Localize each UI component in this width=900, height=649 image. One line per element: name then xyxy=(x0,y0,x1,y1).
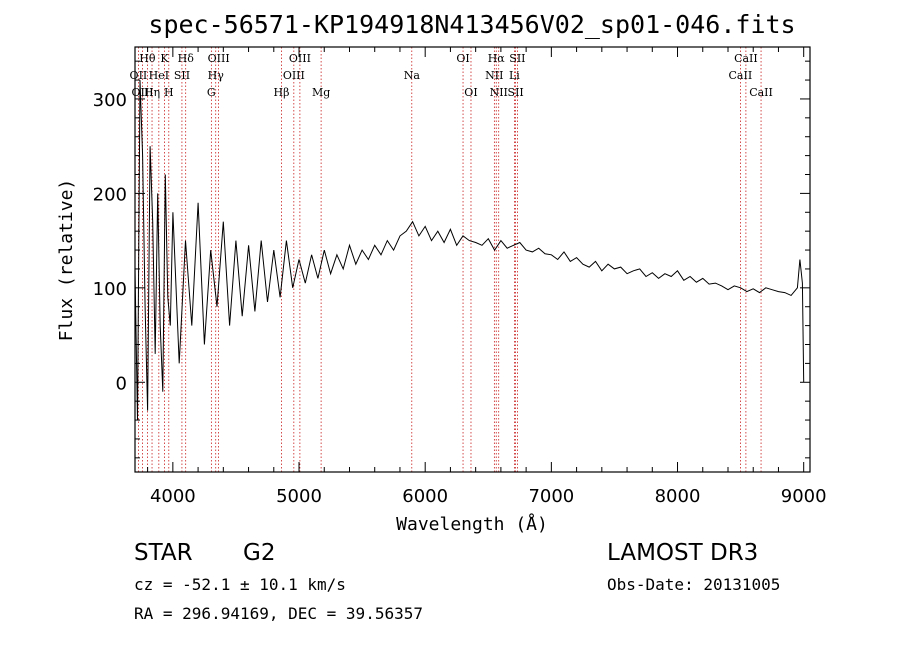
line-label: CaII xyxy=(734,52,758,65)
line-label: OI xyxy=(464,86,477,99)
line-label: Hγ xyxy=(208,69,225,82)
x-tick-label: 7000 xyxy=(528,486,574,507)
line-label: CaII xyxy=(729,69,753,82)
line-label: CaII xyxy=(749,86,773,99)
x-axis-label: Wavelength (Å) xyxy=(396,513,548,535)
line-label: OI xyxy=(456,52,469,65)
y-axis-ticks: 0 100 200 300 xyxy=(93,60,810,459)
spectrum-line xyxy=(134,80,805,421)
line-label: SII xyxy=(509,52,525,65)
y-tick-label: 200 xyxy=(93,184,127,205)
object-class: STAR xyxy=(134,540,193,566)
line-label: NII xyxy=(490,86,508,99)
x-tick-label: 5000 xyxy=(276,486,322,507)
line-label: OIII xyxy=(283,69,305,82)
line-label: Hδ xyxy=(178,52,195,65)
object-subclass: G2 xyxy=(243,540,276,566)
survey-name: LAMOST DR3 xyxy=(607,540,759,566)
x-tick-label: 4000 xyxy=(150,486,196,507)
y-tick-label: 300 xyxy=(93,90,127,111)
x-tick-label: 6000 xyxy=(402,486,448,507)
line-label: OIII xyxy=(132,86,154,99)
line-label: H xyxy=(164,86,174,99)
line-label: OIII xyxy=(289,52,311,65)
line-label: Hθ xyxy=(139,52,156,65)
x-tick-label: 9000 xyxy=(781,486,827,507)
plot-frame xyxy=(134,46,811,473)
spectral-line-labels: HθOIIOIIIHηHeIKHSIIHδGHγOIIIHβOIIIOIIIMg… xyxy=(130,52,773,99)
redshift-velocity: cz = -52.1 ± 10.1 km/s xyxy=(134,575,346,594)
line-label: Hβ xyxy=(274,86,290,99)
chart-title: spec-56571-KP194918N413456V02_sp01-046.f… xyxy=(148,10,795,39)
line-label: K xyxy=(160,52,169,65)
line-label: OIII xyxy=(208,52,230,65)
sky-coordinates: RA = 296.94169, DEC = 39.56357 xyxy=(134,604,423,623)
line-label: OII xyxy=(130,69,148,82)
line-label: HeI xyxy=(149,69,169,82)
observation-date: Obs-Date: 20131005 xyxy=(607,575,781,594)
line-label: NII xyxy=(485,69,503,82)
line-label: Na xyxy=(404,69,421,82)
line-label: Mg xyxy=(312,86,330,99)
x-axis-ticks: 4000 5000 6000 7000 8000 9000 xyxy=(147,47,827,507)
line-label: G xyxy=(207,86,216,99)
line-label: SII xyxy=(174,69,190,82)
y-tick-label: 0 xyxy=(116,373,127,394)
y-axis-label: Flux (relative) xyxy=(56,179,77,342)
line-label: Li xyxy=(509,69,520,82)
line-label: SII xyxy=(508,86,524,99)
line-label: Hη xyxy=(144,86,160,99)
line-label: Hα xyxy=(488,52,506,65)
x-tick-label: 8000 xyxy=(655,486,701,507)
y-tick-label: 100 xyxy=(93,279,127,300)
spectral-line-markers xyxy=(138,47,762,472)
